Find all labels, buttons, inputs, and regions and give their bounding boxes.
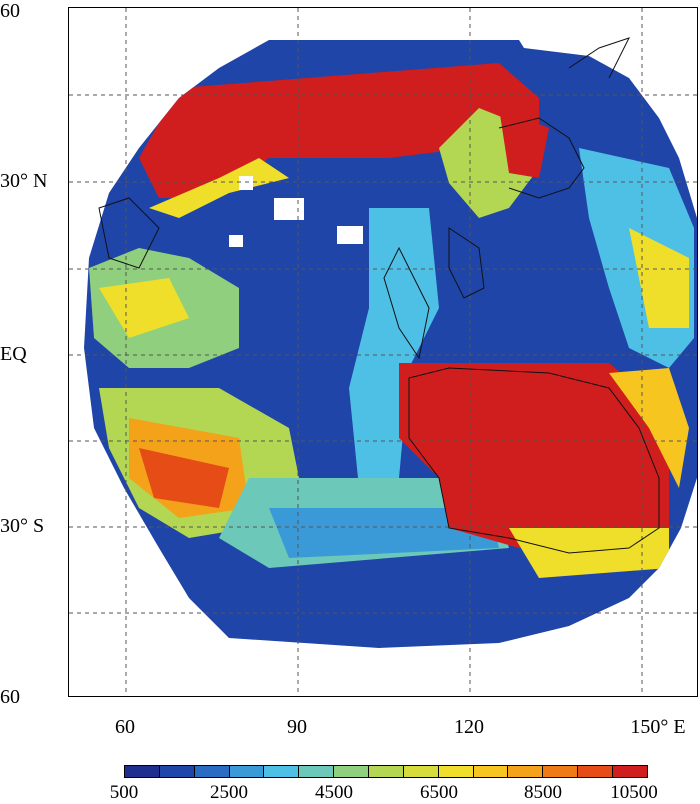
colorbar-swatch	[543, 766, 579, 777]
colorbar-swatch	[613, 766, 647, 777]
east-australia-orange	[609, 368, 689, 488]
north-high-zone	[139, 63, 539, 198]
x-label-90: 90	[287, 716, 307, 738]
colorbar-swatch	[264, 766, 300, 777]
colorbar-swatch	[229, 766, 265, 777]
north-transition	[149, 158, 289, 218]
colorbar-swatch	[403, 766, 439, 777]
east-pacific-yellow	[629, 228, 689, 328]
colorbar-swatch	[125, 766, 160, 777]
australia-high-zone	[399, 363, 669, 553]
x-label-150e: 150° E	[630, 716, 686, 738]
y-label-bottom: 60	[0, 686, 20, 708]
x-label-60: 60	[115, 716, 135, 738]
y-label-30n: 30° N	[0, 170, 48, 192]
colorbar-swatch	[473, 766, 509, 777]
colorbar	[124, 765, 648, 778]
central-light-band	[349, 208, 439, 488]
missing-data-4	[229, 235, 243, 247]
south-australia-band	[509, 528, 669, 578]
colorbar-label-4500: 4500	[315, 782, 353, 803]
colorbar-swatch	[334, 766, 370, 777]
colorbar-label-8500: 8500	[524, 782, 562, 803]
colorbar-label-500: 500	[109, 782, 139, 803]
colorbar-label-6500: 6500	[420, 782, 458, 803]
southern-blue-band	[269, 508, 499, 558]
colorbar-swatch	[369, 766, 404, 777]
colorbar-label-10500: 10500	[610, 782, 658, 803]
colorbar-swatch	[194, 766, 230, 777]
missing-data-2	[239, 176, 253, 190]
west-indian-yellow	[99, 278, 189, 338]
data-map	[69, 8, 697, 696]
grid-lines	[69, 8, 697, 696]
y-label-eq: EQ	[0, 343, 27, 365]
colorbar-swatch	[159, 766, 195, 777]
colorbar-swatch	[438, 766, 474, 777]
x-label-120: 120	[454, 716, 484, 738]
colorbar-swatch	[508, 766, 544, 777]
missing-data-3	[337, 226, 363, 244]
missing-data-1	[274, 198, 304, 220]
y-label-top: 60	[0, 0, 20, 22]
colorbar-label-2500: 2500	[210, 782, 248, 803]
south-indian-hotspot	[139, 448, 229, 508]
east-asia-high	[499, 108, 549, 178]
map-frame	[68, 7, 698, 697]
y-label-30s: 30° S	[0, 515, 45, 537]
colorbar-swatch	[299, 766, 335, 777]
colorbar-swatch	[578, 766, 614, 777]
coastlines	[98, 37, 660, 554]
